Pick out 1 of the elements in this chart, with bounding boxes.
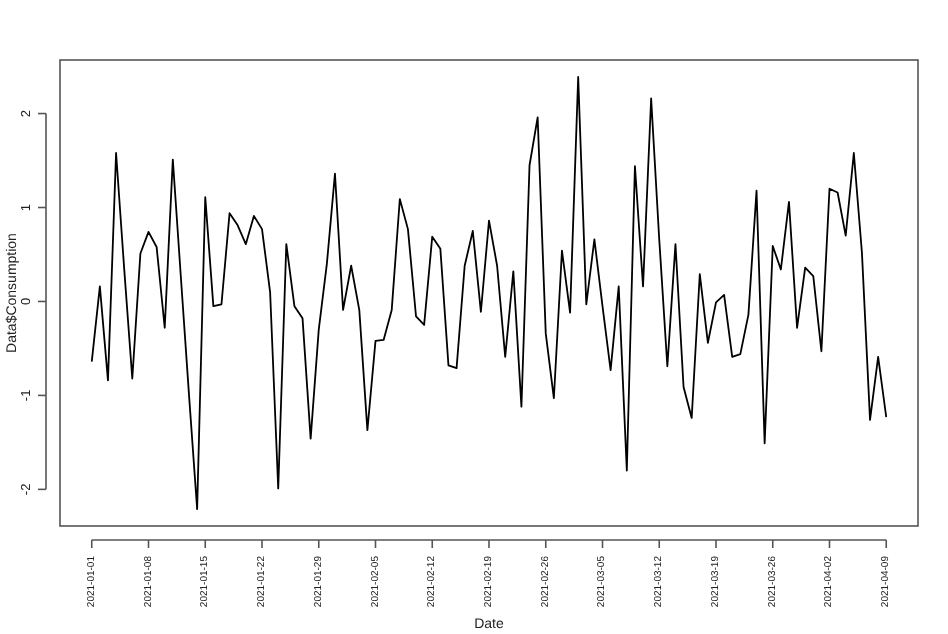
line-series — [90, 76, 888, 510]
